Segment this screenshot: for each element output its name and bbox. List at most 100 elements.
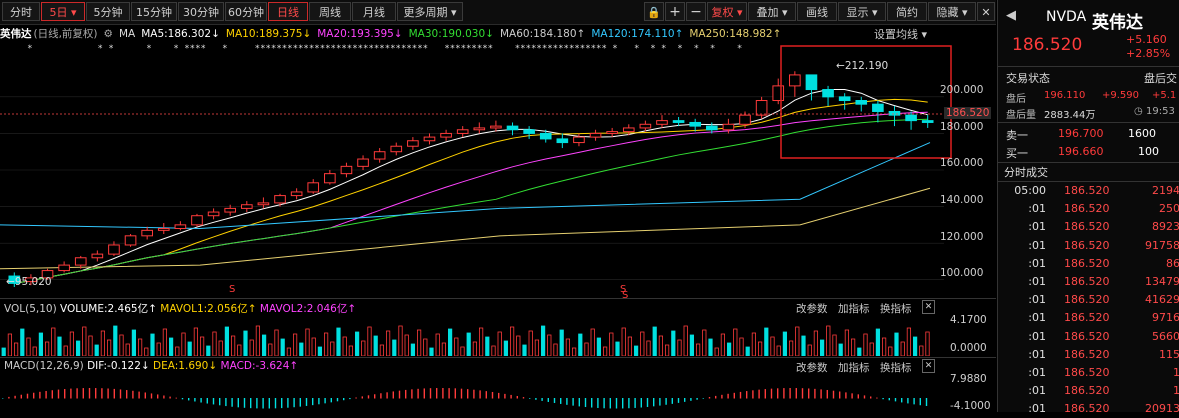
volume-bar [280, 338, 285, 356]
tab-60min[interactable]: 60分钟 [225, 2, 267, 21]
plus-icon[interactable]: + [665, 2, 685, 21]
macd-value: MACD:-3.624 [220, 360, 290, 372]
volume-bar [751, 332, 757, 356]
volume-bar [100, 330, 105, 356]
volume-bar [199, 336, 205, 356]
trade-time: :01 [1028, 256, 1046, 270]
candle [656, 120, 668, 125]
macd-bar [925, 398, 928, 406]
candle [689, 121, 702, 127]
vol-add-indicator-button[interactable]: 加指标 [838, 303, 870, 315]
display-button[interactable]: 显示 ▾ [838, 2, 886, 21]
macd-bar [243, 398, 246, 408]
trade-price: 186.520 [1064, 256, 1110, 270]
candle [373, 151, 386, 160]
draw-line-button[interactable]: 画线 [797, 2, 837, 21]
macd-bar [57, 389, 60, 399]
macd-bar [39, 391, 41, 399]
tab-weekly[interactable]: 周线 [309, 2, 351, 21]
ma-line-250 [0, 187, 931, 270]
chart-desc: (日线,前复权) [33, 28, 98, 40]
trade-price: 186.520 [1064, 184, 1110, 197]
candle [556, 138, 569, 144]
trade-volume: 1 [1173, 366, 1179, 379]
volume-bar [900, 341, 905, 356]
volume-bar [113, 325, 118, 356]
macd-add-indicator-button[interactable]: 加指标 [838, 362, 870, 374]
macd-params-button[interactable]: 改参数 [796, 362, 828, 374]
lock-icon[interactable]: 🔒 [644, 2, 664, 21]
macd-bar [312, 398, 314, 406]
volume-bar [441, 342, 447, 356]
hide-button[interactable]: 隐藏 ▾ [928, 2, 976, 21]
macd-bar [268, 398, 270, 409]
candle [755, 100, 768, 116]
divider [0, 298, 996, 299]
trade-time: :01 [1028, 220, 1046, 234]
macd-bar [51, 390, 53, 399]
volume-bar [286, 347, 292, 356]
candle [307, 182, 320, 193]
macd-bar [510, 394, 512, 399]
back-arrow-icon[interactable]: ◀ [1006, 8, 1016, 23]
tab-5min[interactable]: 5分钟 [86, 2, 130, 21]
macd-bar [225, 398, 227, 407]
macd-bar [727, 393, 729, 399]
macd-bar [70, 388, 72, 399]
volume-bar [615, 341, 620, 356]
tab-monthly[interactable]: 月线 [352, 2, 396, 21]
trade-time: :01 [1028, 238, 1046, 252]
divider [998, 66, 1179, 67]
trade-time: :01 [1028, 202, 1046, 216]
high-value: 212.190 [844, 60, 889, 72]
volume-bar [696, 343, 701, 356]
close-icon[interactable]: ✕ [977, 2, 995, 21]
minus-icon[interactable]: − [686, 2, 706, 21]
macd-bar [144, 392, 146, 399]
trade-price: 186.520 [1064, 238, 1110, 252]
trade-price: 186.520 [1064, 202, 1110, 216]
macd-bar [380, 393, 382, 399]
adjust-button[interactable]: 复权 ▾ [707, 2, 747, 21]
macd-bar [739, 391, 742, 399]
macd-bar [374, 394, 376, 399]
volume-bar [882, 337, 887, 356]
tab-more-periods[interactable]: 更多周期 ▾ [397, 2, 463, 21]
volume-bar [714, 347, 719, 356]
tab-30min[interactable]: 30分钟 [178, 2, 224, 21]
macd-bar [646, 398, 649, 407]
after-change: +9.590 [1102, 90, 1140, 101]
macd-bar [473, 389, 475, 399]
gear-icon[interactable]: ⚙ [103, 28, 113, 40]
volume-bar [646, 340, 651, 356]
close-icon[interactable]: ✕ [922, 300, 935, 314]
volume-bar [801, 335, 806, 356]
close-icon[interactable]: ✕ [922, 359, 935, 373]
volume-bar [919, 345, 924, 356]
overlay-button[interactable]: 叠加 ▾ [748, 2, 796, 21]
simple-button[interactable]: 简约 [887, 2, 927, 21]
tab-15min[interactable]: 15分钟 [131, 2, 177, 21]
kline-chart[interactable] [0, 42, 996, 298]
ma-settings-label: 设置均线 [874, 28, 918, 41]
macd-bar [584, 398, 587, 408]
vol-switch-indicator-button[interactable]: 换指标 [880, 303, 912, 315]
macd-bar [913, 398, 915, 405]
vol-params-button[interactable]: 改参数 [796, 303, 828, 315]
mavol1-value: MAVOL1:2.056亿 [160, 303, 248, 315]
macd-bar [8, 396, 10, 399]
macd-bar [460, 388, 463, 399]
tab-more-periods-label: 更多周期 [403, 6, 448, 19]
ma-item: MA20:193.395↓ [317, 28, 403, 40]
adjust-button-label: 复权 [711, 6, 734, 19]
macd-switch-indicator-button[interactable]: 换指标 [880, 362, 912, 374]
ma-settings-button[interactable]: 设置均线 ▾ [874, 28, 928, 41]
tab-5day[interactable]: 5日 ▾ [41, 2, 85, 21]
macd-bar [26, 393, 29, 399]
divider [0, 357, 996, 358]
quote-header: ◀ NVDA 英伟达 [998, 8, 1179, 33]
tab-daily[interactable]: 日线 [268, 2, 308, 21]
tab-intraday[interactable]: 分时 [2, 2, 40, 21]
volume-bar [348, 345, 354, 356]
trade-row: :01 186.520 9716 [1006, 309, 1179, 327]
